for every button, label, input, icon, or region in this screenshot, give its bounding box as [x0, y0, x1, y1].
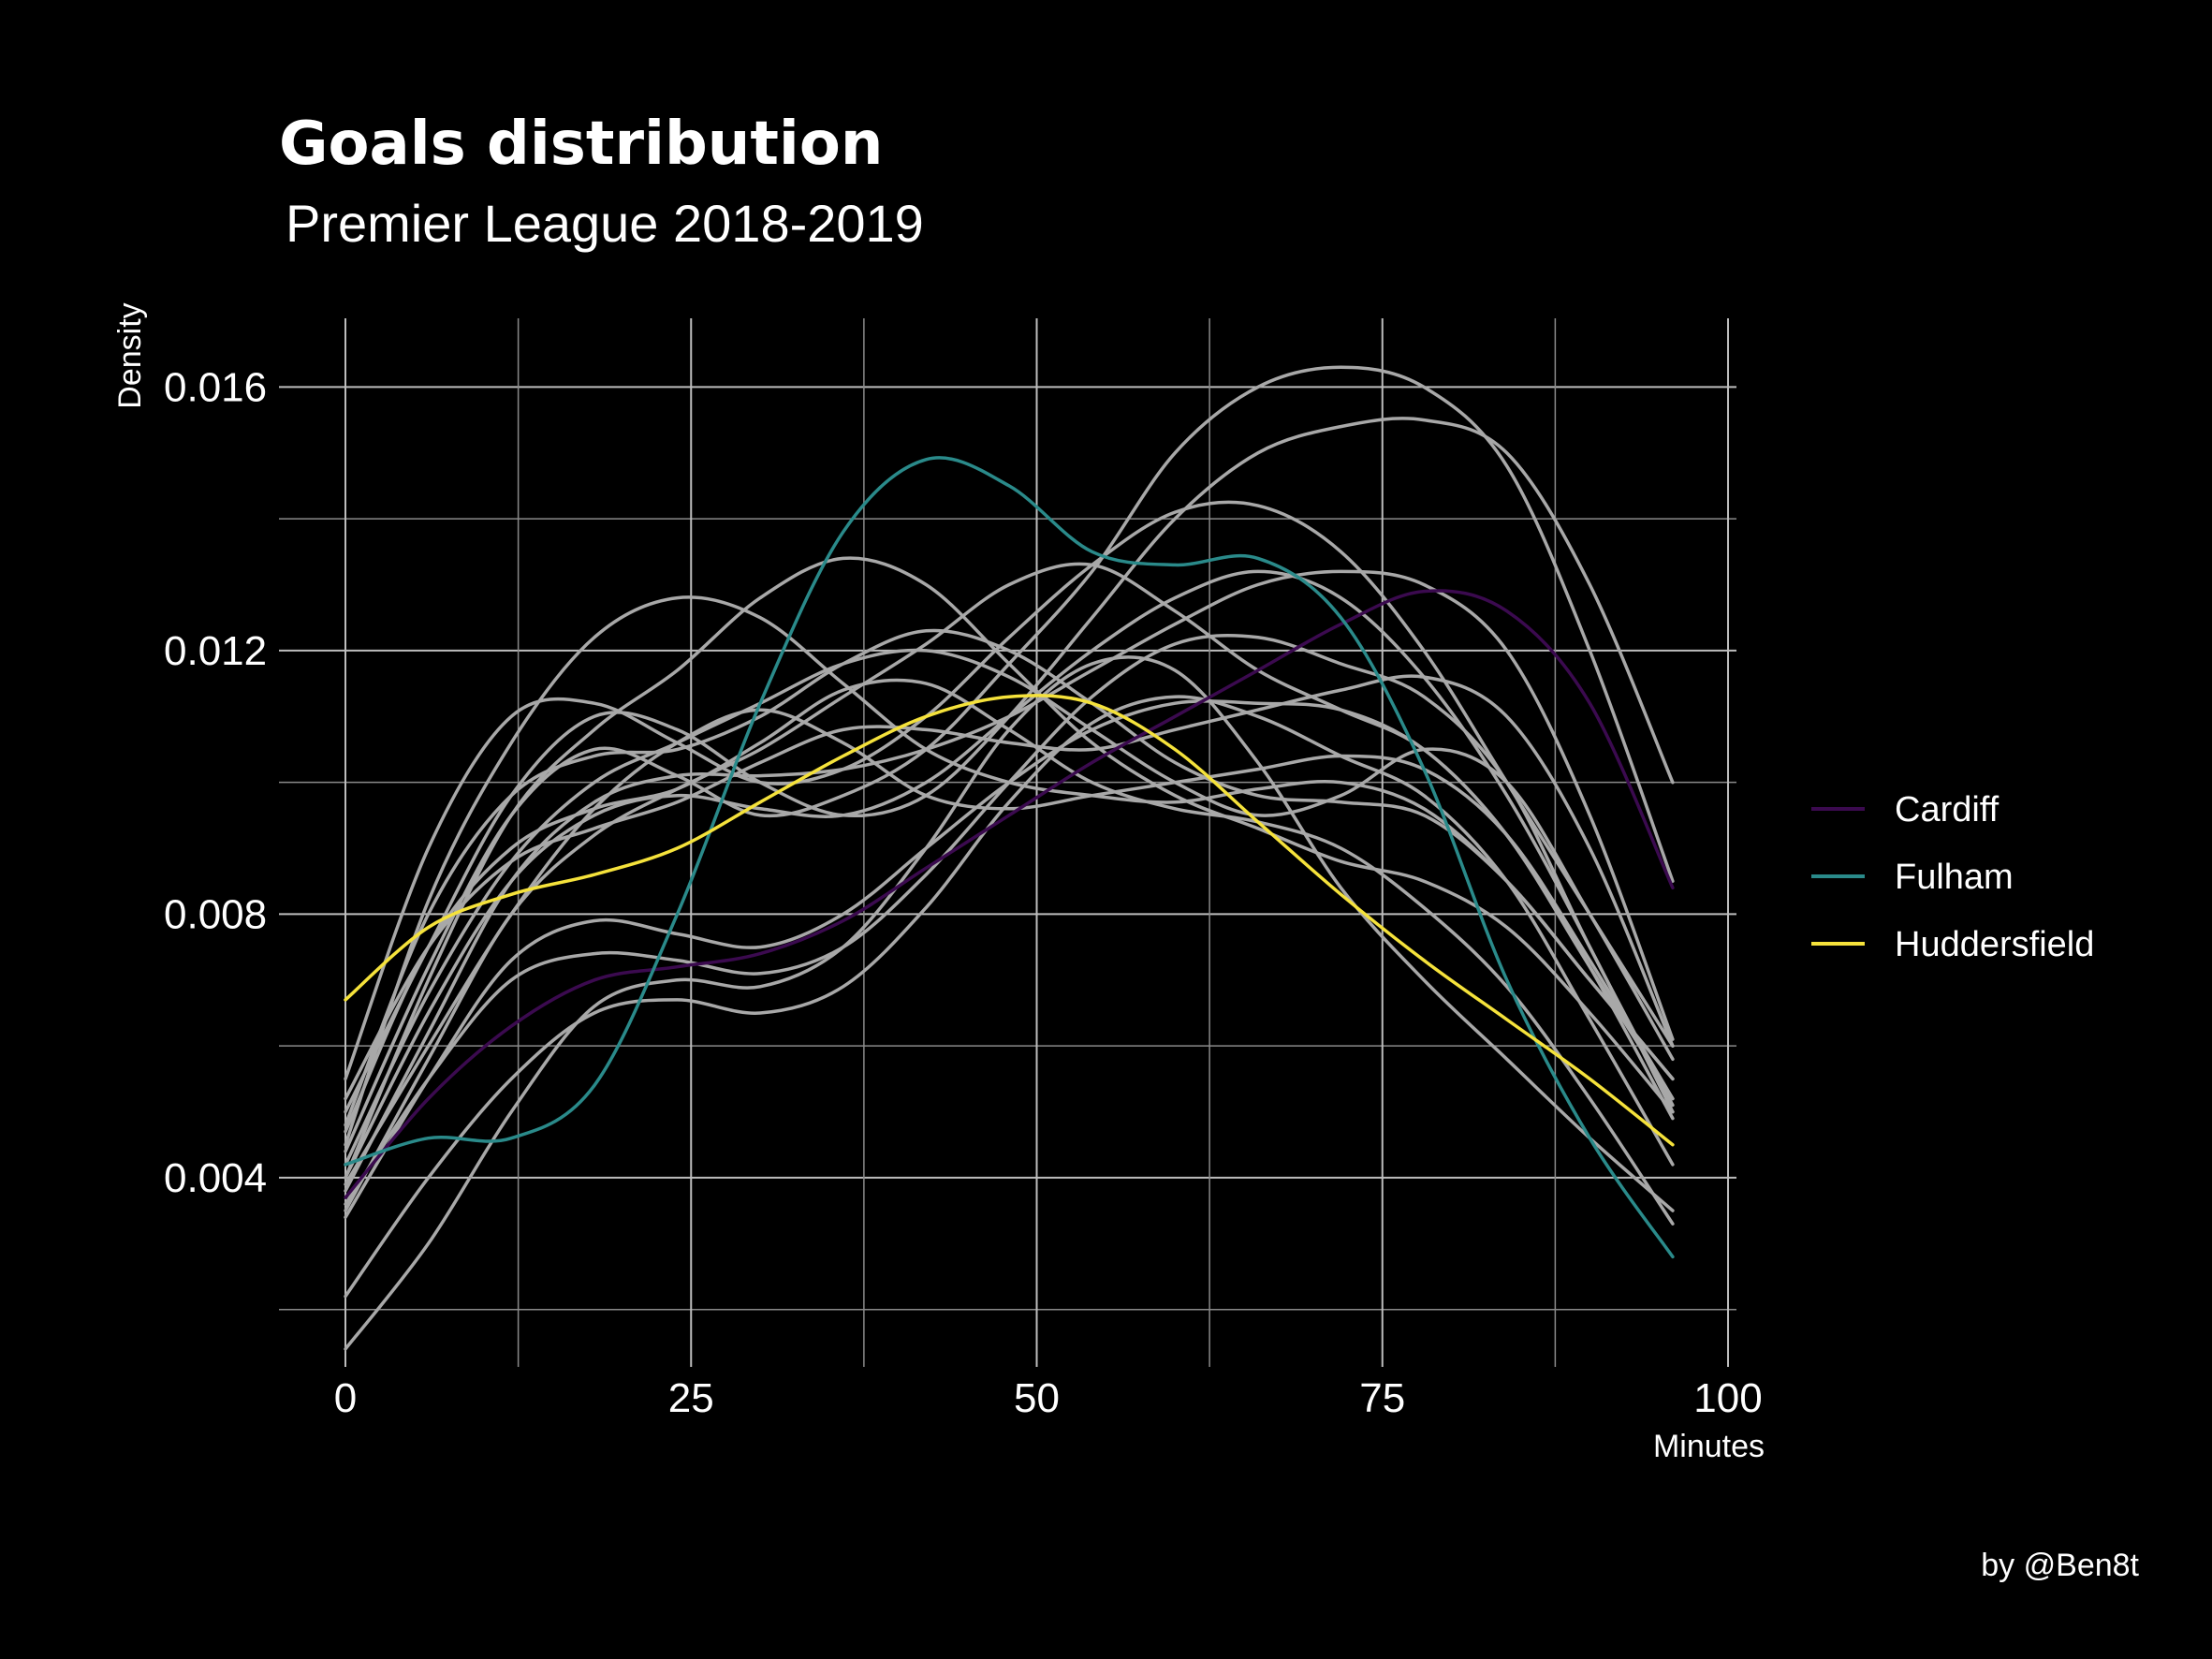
x-axis-label: Minutes — [1653, 1429, 1765, 1464]
y-tick-label: 0.008 — [164, 891, 267, 937]
series-line-team — [344, 556, 1675, 1180]
series-line-cardiff — [344, 589, 1675, 1199]
series-line-fulham — [344, 456, 1675, 1259]
x-tick-label: 0 — [334, 1375, 357, 1421]
grid — [279, 318, 1736, 1367]
y-tick-label: 0.016 — [164, 364, 267, 410]
series-line-team — [344, 633, 1675, 1206]
x-tick-label: 100 — [1693, 1375, 1762, 1421]
x-tick-label: 75 — [1359, 1375, 1405, 1421]
series-line-team — [344, 674, 1675, 1101]
legend-label-cardiff: Cardiff — [1895, 790, 2000, 830]
y-tick-labels: 0.004 0.008 0.012 0.016 — [164, 364, 267, 1201]
series-line-team — [344, 365, 1675, 1153]
y-tick-label: 0.004 — [164, 1155, 267, 1201]
series-lines — [344, 365, 1675, 1351]
y-axis-label: Density — [112, 302, 148, 408]
y-tick-label: 0.012 — [164, 628, 267, 674]
series-line-team — [344, 678, 1675, 1226]
x-tick-labels: 0 25 50 75 100 — [334, 1375, 1763, 1421]
x-tick-label: 50 — [1014, 1375, 1060, 1421]
caption: by @Ben8t — [1981, 1548, 2139, 1583]
chart-subtitle: Premier League 2018-2019 — [286, 194, 924, 253]
series-line-team — [344, 695, 1675, 1299]
series-line-team — [344, 595, 1675, 1147]
series-line-team — [344, 569, 1675, 1193]
series-line-team — [344, 569, 1675, 1180]
series-line-team — [344, 417, 1675, 1114]
series-line-team — [344, 500, 1675, 1081]
legend-label-huddersfield: Huddersfield — [1895, 925, 2094, 964]
series-line-team — [344, 628, 1675, 1127]
chart-title: Goals distribution — [279, 110, 883, 179]
series-line-huddersfield — [344, 694, 1675, 1147]
legend: Cardiff Fulham Huddersfield — [1811, 790, 2094, 964]
x-tick-label: 25 — [668, 1375, 714, 1421]
legend-label-fulham: Fulham — [1895, 858, 2014, 897]
series-line-team — [344, 648, 1675, 1167]
